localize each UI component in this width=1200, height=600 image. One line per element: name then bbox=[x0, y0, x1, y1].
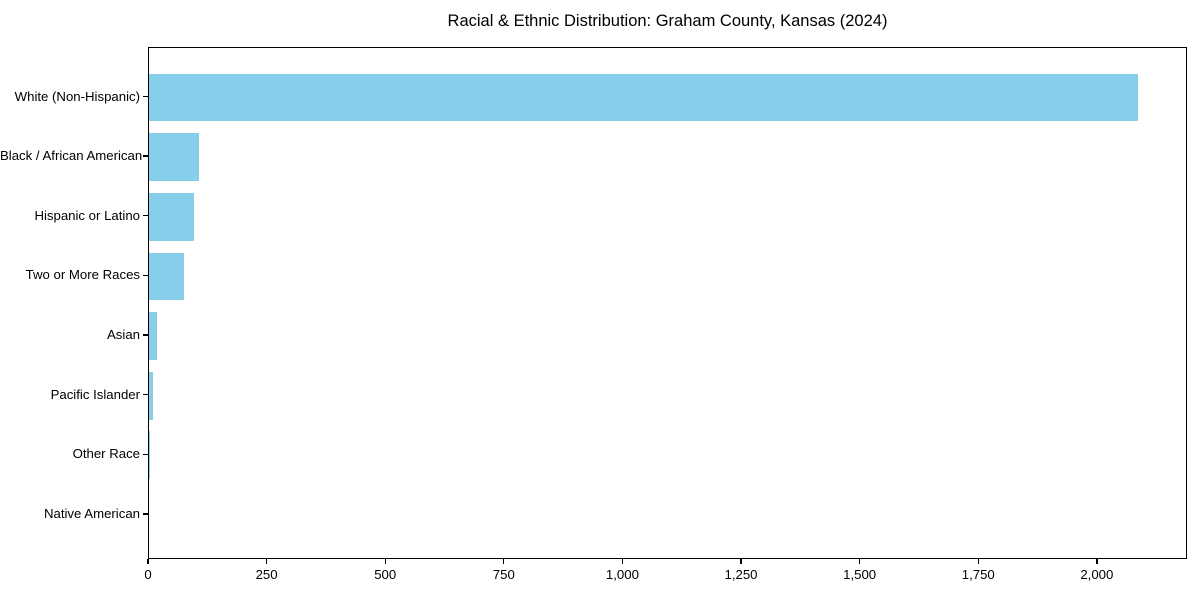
y-axis-label: Black / African American bbox=[0, 148, 143, 164]
x-tick-mark bbox=[384, 559, 386, 564]
y-axis-label: Asian bbox=[107, 327, 140, 343]
x-tick-mark bbox=[265, 559, 268, 564]
plot-area bbox=[148, 47, 1187, 559]
x-tick-label: 1,000 bbox=[605, 567, 639, 582]
y-tick-mark bbox=[143, 453, 148, 455]
y-tick-mark bbox=[143, 513, 148, 515]
x-tick-mark bbox=[147, 559, 149, 564]
x-tick-mark bbox=[1096, 559, 1098, 564]
x-tick-label: 0 bbox=[144, 567, 152, 582]
bar bbox=[149, 133, 200, 181]
x-tick-label: 1,750 bbox=[961, 567, 995, 582]
bar bbox=[149, 312, 157, 360]
y-tick-mark bbox=[143, 334, 148, 336]
y-axis-label: Pacific Islander bbox=[50, 386, 140, 402]
y-axis-label: Hispanic or Latino bbox=[34, 207, 140, 223]
x-tick-label: 1,500 bbox=[843, 567, 877, 582]
y-tick-mark bbox=[143, 394, 148, 396]
bar bbox=[149, 252, 185, 301]
y-axis-label: Other Race bbox=[72, 446, 140, 462]
x-tick-mark bbox=[858, 559, 861, 564]
bar bbox=[149, 371, 153, 420]
y-axis-label: White (Non-Hispanic) bbox=[14, 88, 140, 104]
y-tick-mark bbox=[143, 155, 148, 157]
y-tick-mark bbox=[143, 215, 148, 217]
x-tick-label: 250 bbox=[255, 567, 278, 582]
y-tick-mark bbox=[143, 95, 148, 98]
x-tick-mark bbox=[621, 559, 624, 564]
y-axis-label: Native American bbox=[43, 505, 140, 521]
x-tick-label: 1,250 bbox=[724, 567, 758, 582]
x-tick-label: 500 bbox=[374, 567, 397, 582]
bar bbox=[149, 192, 194, 241]
x-tick-label: 2,000 bbox=[1080, 567, 1114, 582]
bar bbox=[149, 73, 1139, 122]
x-tick-mark bbox=[503, 559, 505, 564]
x-tick-label: 750 bbox=[492, 567, 515, 582]
x-tick-mark bbox=[740, 559, 742, 564]
chart-title: Racial & Ethnic Distribution: Graham Cou… bbox=[447, 12, 888, 30]
x-tick-mark bbox=[977, 559, 979, 564]
y-tick-mark bbox=[143, 274, 148, 277]
y-axis-label: Two or More Races bbox=[25, 267, 140, 283]
